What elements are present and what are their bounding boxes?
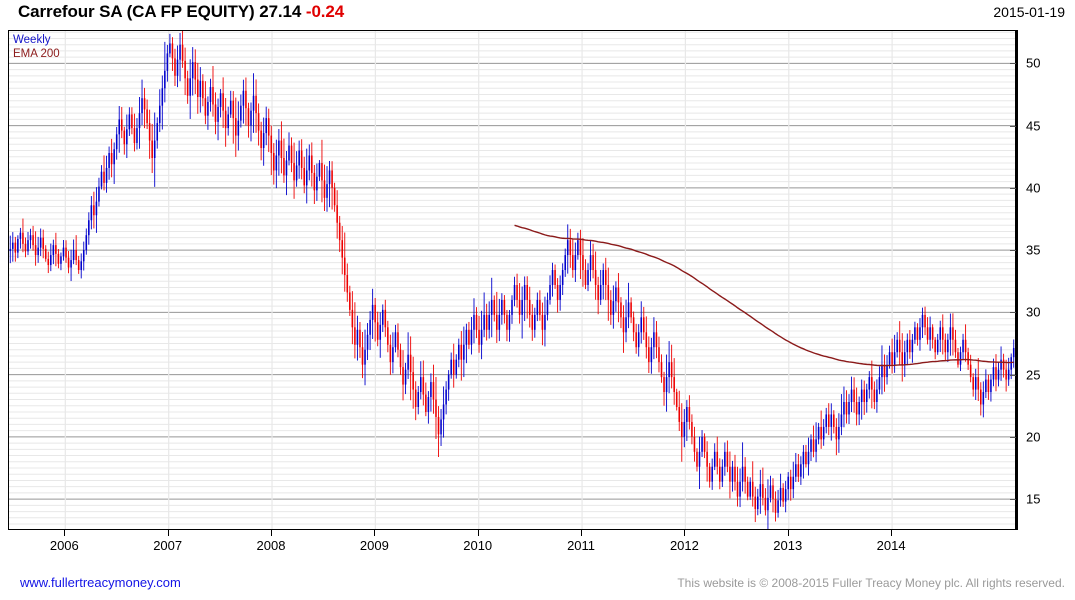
price-axis-tick <box>1010 125 1016 127</box>
last-price: 27.14 <box>259 2 302 21</box>
date-axis-label: 2014 <box>876 538 906 553</box>
ohlc-plot-svg <box>9 31 1015 529</box>
price-axis-label: 30 <box>1026 304 1041 320</box>
site-url[interactable]: www.fullertreacymoney.com <box>20 575 181 590</box>
date-axis-tick <box>684 530 686 536</box>
price-axis-tick <box>1010 374 1016 376</box>
chart-header: Carrefour SA (CA FP EQUITY) 27.14 -0.24 … <box>0 0 1075 28</box>
price-chart-plot[interactable] <box>8 30 1016 530</box>
price-axis-label: 15 <box>1026 491 1041 507</box>
date-axis-tick <box>581 530 583 536</box>
price-axis-label: 40 <box>1026 180 1041 196</box>
date-axis-tick <box>477 530 479 536</box>
price-axis-tick <box>1010 436 1016 438</box>
price-axis-label: 45 <box>1026 118 1041 134</box>
price-axis-tick <box>1010 499 1016 501</box>
date-axis-tick <box>64 530 66 536</box>
price-axis-label: 20 <box>1026 429 1041 445</box>
page-title: Carrefour SA (CA FP EQUITY) 27.14 -0.24 <box>18 2 344 22</box>
date-axis-tick <box>891 530 893 536</box>
ohlc-bars <box>9 31 1015 529</box>
date-axis-tick <box>374 530 376 536</box>
copyright-notice: This website is © 2008-2015 Fuller Treac… <box>677 576 1065 590</box>
date-axis-label: 2013 <box>773 538 803 553</box>
price-axis-label: 35 <box>1026 242 1041 258</box>
date-axis-tick <box>787 530 789 536</box>
price-axis-label: 50 <box>1026 55 1041 71</box>
price-axis-tick <box>1010 312 1016 314</box>
chart-footer: www.fullertreacymoney.com This website i… <box>0 572 1075 600</box>
ema-200-line <box>514 224 1014 367</box>
date-axis-tick <box>167 530 169 536</box>
date-axis-label: 2007 <box>153 538 183 553</box>
price-axis-label: 25 <box>1026 367 1041 383</box>
date-axis-label: 2009 <box>359 538 389 553</box>
instrument-name: Carrefour SA (CA FP EQUITY) <box>18 2 255 21</box>
year-gridlines <box>64 31 893 529</box>
date-axis-label: 2008 <box>256 538 286 553</box>
date-axis-label: 2011 <box>567 538 596 553</box>
date-axis-tick <box>271 530 273 536</box>
price-axis-tick <box>1010 63 1016 65</box>
date-axis: 2006 2007 2008 2009 2010 2011 2012 2013 2014 <box>8 530 1016 564</box>
price-axis-line <box>1016 30 1018 530</box>
price-change: -0.24 <box>305 2 345 21</box>
date-axis-label: 2010 <box>463 538 493 553</box>
price-axis: 15 20 25 30 35 40 45 50 <box>1010 30 1075 530</box>
date-axis-label: 2012 <box>669 538 699 553</box>
price-axis-tick <box>1010 250 1016 252</box>
quote-date: 2015-01-19 <box>993 4 1065 20</box>
price-axis-tick <box>1010 187 1016 189</box>
date-axis-label: 2006 <box>49 538 79 553</box>
